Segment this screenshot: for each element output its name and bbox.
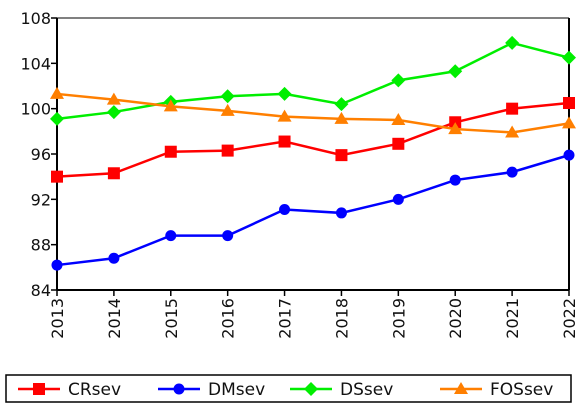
data-point-fossev-2014 <box>106 92 121 105</box>
y-tick-label-96: 96 <box>31 145 51 164</box>
series-crsev <box>51 97 575 183</box>
y-tick-label-108: 108 <box>20 9 51 28</box>
x-tick-label-2018: 2018 <box>332 298 351 339</box>
data-point-crsev-2013 <box>51 170 63 183</box>
data-point-dmsev-2014 <box>108 252 120 264</box>
series-line-fossev <box>56 92 570 134</box>
y-tick-label-100: 100 <box>20 100 51 119</box>
data-point-dmsev-2019 <box>392 193 404 205</box>
data-point-fossev-2017 <box>277 109 292 122</box>
data-point-dmsev-2022 <box>563 149 575 161</box>
data-point-fossev-2013 <box>50 86 64 99</box>
x-tick-label-2020: 2020 <box>446 298 465 339</box>
series-line-dmsev <box>56 153 570 267</box>
data-point-dmsev-2015 <box>165 230 177 242</box>
x-tick-label-2019: 2019 <box>389 298 408 339</box>
x-tick-label-2021: 2021 <box>503 298 522 339</box>
data-point-fossev-2022 <box>562 116 576 129</box>
y-tick-label-88: 88 <box>31 236 51 255</box>
x-tick-label-2017: 2017 <box>276 298 295 339</box>
data-point-dmsev-2013 <box>51 259 63 271</box>
data-point-fossev-2016 <box>220 103 235 116</box>
data-point-dmsev-2017 <box>279 204 291 216</box>
x-tick-label-2022: 2022 <box>560 298 577 339</box>
data-point-dmsev-2016 <box>222 230 234 242</box>
data-point-dssev-2017 <box>277 86 292 101</box>
data-point-crsev-2015 <box>164 145 177 158</box>
x-tick-label-2014: 2014 <box>105 298 124 339</box>
data-point-dssev-2013 <box>50 111 64 126</box>
legend-marker-crsev <box>33 383 45 395</box>
data-point-dmsev-2020 <box>449 174 461 186</box>
data-point-dssev-2018 <box>334 97 349 112</box>
x-tick-label-2013: 2013 <box>48 298 67 339</box>
series-fossev <box>50 86 576 138</box>
y-tick-label-84: 84 <box>31 281 51 300</box>
data-point-fossev-2021 <box>505 125 520 138</box>
data-point-dssev-2016 <box>220 89 235 104</box>
data-point-crsev-2018 <box>335 149 348 162</box>
data-point-fossev-2018 <box>334 111 349 124</box>
legend-label-crsev: CRsev <box>68 380 121 400</box>
legend-label-fossev: FOSsev <box>490 380 553 400</box>
x-tick-label-2015: 2015 <box>162 298 181 339</box>
legend-marker-dmsev <box>173 383 185 395</box>
data-point-crsev-2016 <box>221 144 234 157</box>
data-point-crsev-2019 <box>392 137 405 150</box>
legend-label-dmsev: DMsev <box>208 380 265 400</box>
legend-label-dssev: DSsev <box>340 380 393 400</box>
series-line-dssev <box>56 41 570 121</box>
y-tick-label-104: 104 <box>20 54 51 73</box>
data-point-fossev-2015 <box>163 99 178 112</box>
series-dmsev <box>51 149 575 271</box>
data-point-dmsev-2021 <box>506 166 518 178</box>
series-layer <box>50 35 576 271</box>
data-point-crsev-2021 <box>506 102 519 115</box>
data-point-dssev-2020 <box>448 64 463 79</box>
y-tick-label-92: 92 <box>31 190 51 209</box>
data-point-fossev-2020 <box>448 122 463 135</box>
legend-marker-dssev <box>304 382 318 396</box>
data-point-fossev-2019 <box>391 113 406 125</box>
data-point-dssev-2014 <box>106 105 121 120</box>
legend-marker-fossev <box>454 382 468 394</box>
data-point-dssev-2019 <box>391 73 406 88</box>
x-tick-label-2016: 2016 <box>219 298 238 339</box>
data-point-crsev-2022 <box>563 97 575 109</box>
series-line-crsev <box>56 101 570 178</box>
data-point-dmsev-2018 <box>335 207 347 219</box>
legend: CRsev DMsev DSsev FOSsev <box>5 374 572 403</box>
data-point-dssev-2021 <box>505 35 520 50</box>
data-point-crsev-2014 <box>107 167 120 180</box>
axes: 84 88 92 96 100 104 108 2013 2014 2015 2016 2017 201… <box>20 9 577 339</box>
data-point-crsev-2017 <box>278 135 291 148</box>
data-point-dssev-2022 <box>562 50 576 65</box>
